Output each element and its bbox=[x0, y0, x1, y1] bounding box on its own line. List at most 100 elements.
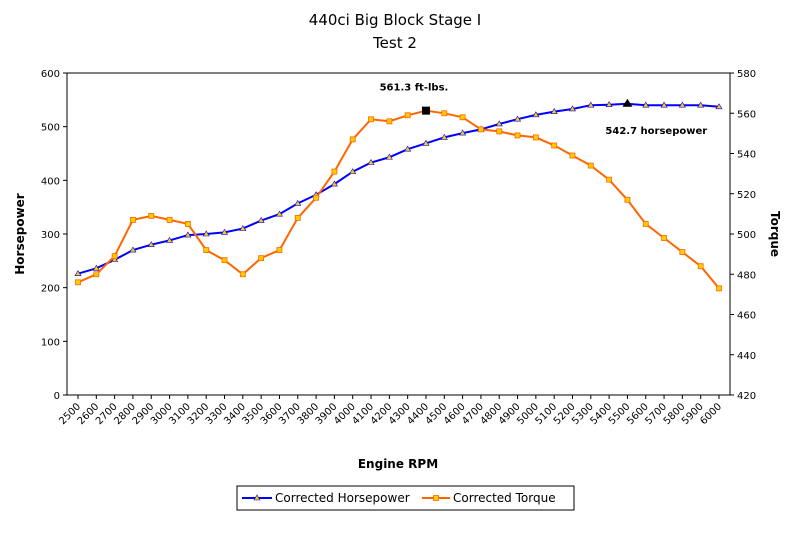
hp-point bbox=[440, 133, 448, 140]
hp-point bbox=[239, 225, 247, 231]
y-right-tick-label: 460 bbox=[737, 311, 756, 322]
torque-point bbox=[404, 112, 411, 119]
torque-point bbox=[203, 247, 210, 254]
hp-point bbox=[532, 111, 540, 118]
hp-point bbox=[166, 236, 174, 243]
torque-point bbox=[130, 217, 136, 223]
hp-point bbox=[422, 139, 430, 146]
y-left-tick-label: 100 bbox=[41, 337, 60, 348]
torque-point bbox=[459, 114, 466, 121]
hp-point bbox=[495, 120, 503, 127]
torque-point bbox=[679, 249, 686, 256]
torque-point bbox=[496, 128, 503, 135]
hp-point bbox=[330, 180, 338, 187]
torque-point bbox=[514, 132, 521, 139]
series-line-1 bbox=[77, 109, 720, 289]
hp-point bbox=[514, 115, 522, 122]
hp-point bbox=[715, 103, 723, 110]
hp-point bbox=[74, 270, 82, 277]
torque-point bbox=[258, 255, 265, 262]
hp-point bbox=[697, 101, 705, 108]
hp-point bbox=[275, 210, 283, 217]
y-right-tick-label: 560 bbox=[737, 109, 756, 120]
y-axis-left-label: Horsepower bbox=[13, 193, 27, 275]
torque-point bbox=[624, 196, 631, 203]
peak-torque-label: 561.3 ft-lbs. bbox=[380, 83, 449, 94]
hp-point bbox=[605, 101, 613, 107]
torque-point bbox=[331, 168, 338, 175]
torque-point bbox=[239, 271, 246, 278]
torque-point bbox=[532, 134, 539, 141]
torque-point bbox=[478, 126, 484, 133]
hp-point bbox=[294, 199, 302, 206]
hp-point bbox=[367, 159, 375, 165]
torque-point bbox=[276, 247, 283, 254]
hp-point bbox=[257, 217, 265, 223]
legend-torque-marker bbox=[433, 495, 439, 501]
hp-point bbox=[184, 231, 192, 238]
annotations-layer: 561.3 ft-lbs. 542.7 horsepower bbox=[380, 83, 708, 137]
torque-point bbox=[313, 194, 319, 201]
chart-subtitle: Test 2 bbox=[372, 34, 417, 52]
torque-point bbox=[368, 116, 374, 123]
hp-point bbox=[129, 246, 137, 253]
legend-hp-marker bbox=[253, 494, 261, 501]
y-right-tick-label: 440 bbox=[737, 351, 756, 362]
torque-point bbox=[75, 279, 81, 286]
torque-point bbox=[349, 136, 356, 143]
hp-point bbox=[404, 145, 412, 152]
legend: Corrected Horsepower Corrected Torque bbox=[236, 485, 575, 511]
peak-torque-marker bbox=[421, 106, 430, 115]
hp-point bbox=[550, 108, 558, 114]
peak-hp-label: 542.7 horsepower bbox=[605, 126, 707, 137]
torque-point bbox=[697, 263, 704, 270]
y-right-tick-label: 500 bbox=[737, 230, 756, 241]
series-line-0 bbox=[77, 102, 720, 275]
torque-point bbox=[716, 285, 722, 292]
hp-point bbox=[111, 256, 119, 263]
legend-hp-label: Corrected Horsepower bbox=[275, 491, 410, 505]
hp-point bbox=[202, 230, 210, 237]
series-layer bbox=[74, 100, 723, 292]
torque-point bbox=[441, 110, 448, 117]
hp-point bbox=[385, 153, 393, 160]
hp-point bbox=[660, 101, 668, 108]
hp-point bbox=[568, 105, 577, 112]
hp-point bbox=[459, 129, 467, 136]
torque-point bbox=[111, 253, 118, 260]
y-right-tick-label: 580 bbox=[737, 69, 756, 80]
torque-point bbox=[551, 142, 558, 149]
x-tick-label: 6000 bbox=[698, 401, 724, 427]
torque-point bbox=[642, 221, 649, 227]
torque-point bbox=[93, 271, 100, 278]
hp-point bbox=[220, 228, 229, 235]
torque-point bbox=[184, 221, 191, 227]
peak-hp-marker bbox=[622, 98, 633, 107]
torque-point bbox=[661, 235, 667, 241]
hp-point bbox=[349, 168, 357, 175]
legend-box bbox=[236, 485, 575, 511]
torque-point bbox=[166, 217, 173, 223]
legend-torque-label: Corrected Torque bbox=[453, 491, 556, 505]
torque-point bbox=[221, 257, 228, 264]
y-left-tick-label: 400 bbox=[41, 176, 60, 187]
chart-title: 440ci Big Block Stage I bbox=[309, 11, 481, 29]
torque-point bbox=[606, 176, 613, 183]
hp-point bbox=[147, 241, 155, 248]
y-left-tick-label: 0 bbox=[54, 391, 60, 402]
x-axis-label: Engine RPM bbox=[358, 457, 438, 471]
y-right-tick-label: 540 bbox=[737, 150, 756, 161]
y-right-tick-label: 520 bbox=[737, 190, 756, 201]
y-left-tick-label: 200 bbox=[41, 284, 60, 295]
y-right-tick-label: 480 bbox=[737, 270, 756, 281]
hp-point bbox=[92, 264, 100, 271]
torque-point bbox=[386, 118, 393, 125]
torque-point bbox=[294, 214, 301, 221]
y-left-tick-label: 600 bbox=[41, 69, 60, 80]
y-right-tick-label: 420 bbox=[737, 391, 756, 402]
plot-area bbox=[66, 72, 731, 396]
y-left-tick-label: 300 bbox=[41, 230, 60, 241]
torque-point bbox=[569, 152, 576, 159]
